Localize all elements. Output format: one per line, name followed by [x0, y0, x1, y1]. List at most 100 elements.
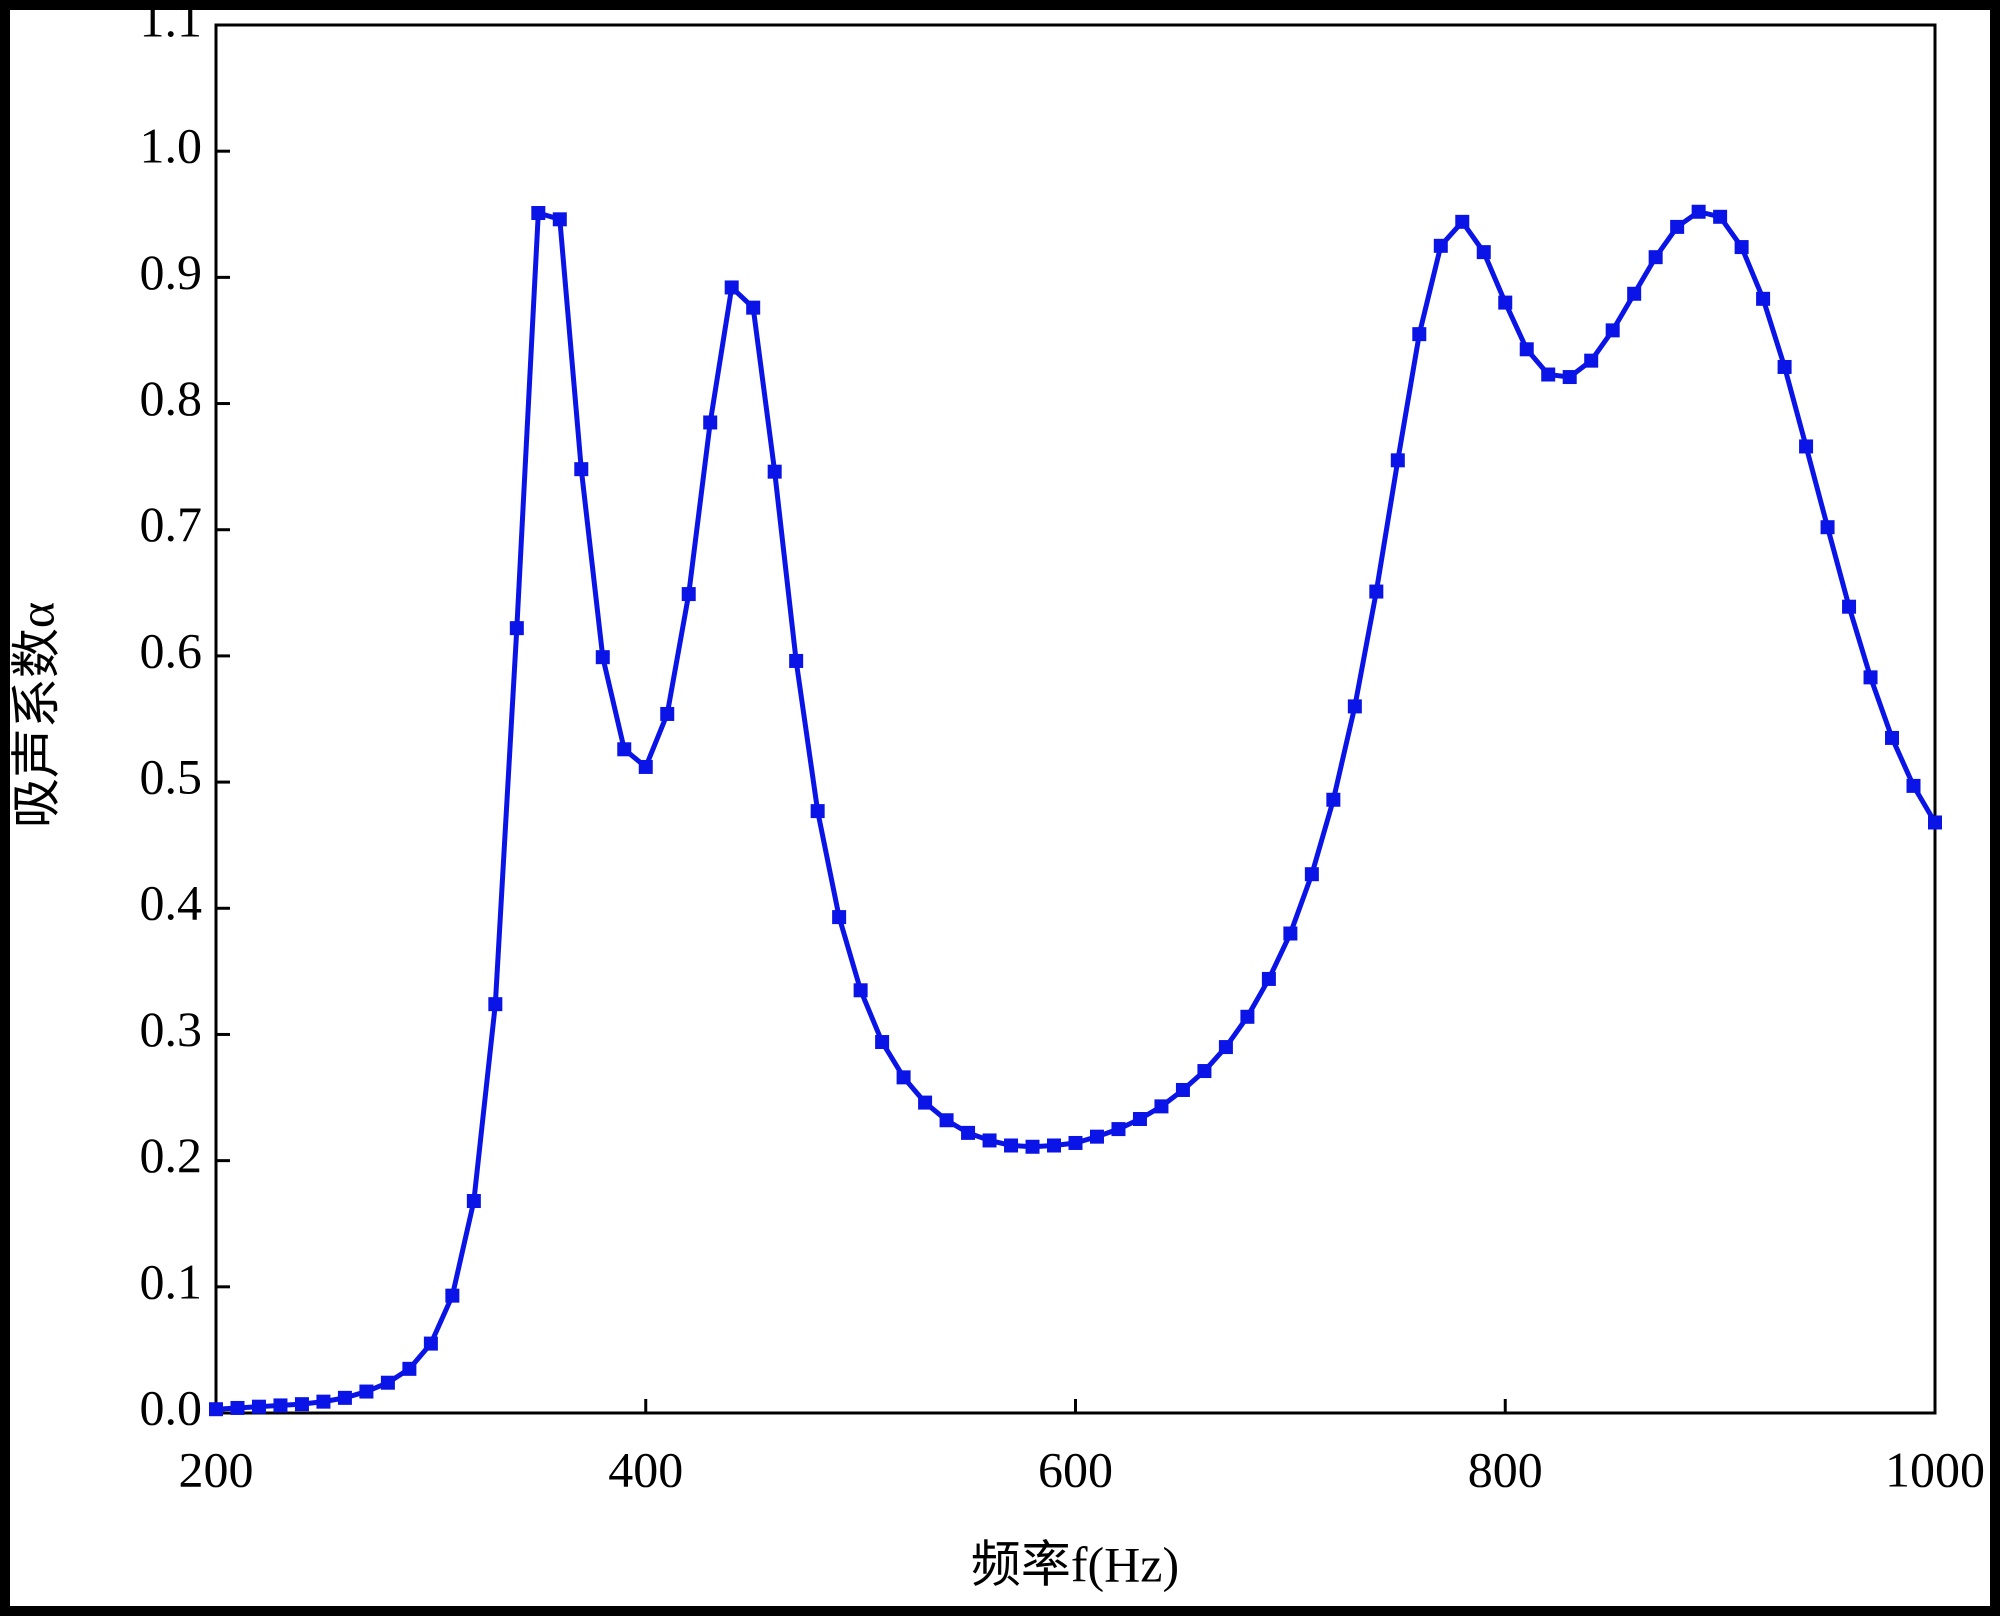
marker [1476, 245, 1491, 260]
marker [1799, 439, 1814, 454]
marker [1004, 1138, 1019, 1153]
marker [961, 1125, 976, 1140]
marker [595, 650, 610, 665]
marker [230, 1400, 245, 1415]
marker [574, 462, 589, 477]
marker [1928, 815, 1942, 830]
marker [423, 1336, 438, 1351]
marker [789, 653, 804, 668]
marker [466, 1194, 481, 1209]
marker [1498, 295, 1513, 310]
marker [939, 1113, 954, 1128]
y-tick-label: 1.0 [140, 118, 203, 174]
marker [1326, 792, 1341, 807]
marker [251, 1399, 266, 1414]
marker [832, 910, 847, 925]
marker [724, 280, 739, 295]
marker [1154, 1099, 1169, 1114]
marker [402, 1361, 417, 1376]
y-tick-label: 0.0 [140, 1379, 203, 1435]
y-tick-label: 0.8 [140, 370, 203, 426]
marker [1025, 1139, 1040, 1154]
marker [1132, 1111, 1147, 1126]
marker [1433, 238, 1448, 253]
marker [337, 1390, 352, 1405]
marker [1713, 209, 1728, 224]
marker [1627, 286, 1642, 301]
marker [1648, 250, 1663, 265]
marker [1068, 1135, 1083, 1150]
marker [1047, 1138, 1062, 1153]
marker [746, 300, 761, 315]
x-axis-label: 频率f(Hz) [971, 1536, 1179, 1592]
marker [1605, 323, 1620, 338]
marker [359, 1384, 374, 1399]
y-tick-label: 0.5 [140, 749, 203, 805]
marker [209, 1402, 223, 1417]
marker [1519, 342, 1534, 357]
marker [896, 1070, 911, 1085]
marker [1541, 367, 1556, 382]
y-tick-label: 0.9 [140, 244, 203, 300]
x-tick-label: 200 [179, 1441, 254, 1497]
marker [1670, 219, 1685, 234]
marker [531, 206, 546, 221]
marker [1175, 1082, 1190, 1097]
marker [1390, 453, 1405, 468]
marker [445, 1288, 460, 1303]
marker [982, 1133, 997, 1148]
marker [1304, 867, 1319, 882]
y-axis-label: 吸声系数α [8, 602, 64, 828]
marker [1283, 926, 1298, 941]
marker [1584, 353, 1599, 368]
x-tick-label: 800 [1468, 1441, 1543, 1497]
y-tick-label: 0.1 [140, 1253, 203, 1309]
marker [488, 997, 503, 1012]
marker [1820, 520, 1835, 535]
x-tick-label: 1000 [1885, 1441, 1985, 1497]
y-tick-label: 0.3 [140, 1001, 203, 1057]
marker [1197, 1064, 1212, 1079]
marker [1885, 730, 1900, 745]
marker [1455, 214, 1470, 229]
marker [703, 415, 718, 430]
series-line [215, 209, 1938, 1412]
marker [918, 1095, 933, 1110]
y-tick-label: 0.4 [140, 875, 203, 931]
marker [660, 706, 675, 721]
marker [1691, 204, 1706, 219]
marker [380, 1375, 395, 1390]
marker [552, 212, 567, 227]
x-tick-label: 400 [608, 1441, 683, 1497]
y-tick-label: 0.6 [140, 622, 203, 678]
marker [681, 587, 696, 602]
marker [1842, 599, 1857, 614]
marker [273, 1398, 288, 1413]
marker [875, 1035, 890, 1050]
x-tick-label: 600 [1038, 1441, 1113, 1497]
marker [1562, 370, 1577, 385]
y-tick-label: 0.2 [140, 1127, 203, 1183]
marker [638, 759, 653, 774]
marker [1240, 1009, 1255, 1024]
marker [810, 804, 825, 819]
marker [1369, 584, 1384, 599]
marker [1089, 1129, 1104, 1144]
marker [1756, 291, 1771, 306]
marker [509, 621, 524, 636]
marker [1261, 971, 1276, 986]
marker [1906, 778, 1921, 793]
marker [617, 742, 632, 757]
marker [1734, 240, 1749, 255]
marker [294, 1397, 309, 1412]
marker [1218, 1040, 1233, 1055]
marker [1412, 327, 1427, 342]
y-tick-label: 1.1 [140, 0, 203, 47]
marker [1111, 1122, 1126, 1137]
marker [1347, 699, 1362, 714]
y-tick-label: 0.7 [140, 496, 203, 552]
marker [767, 464, 782, 479]
marker [1863, 670, 1878, 685]
